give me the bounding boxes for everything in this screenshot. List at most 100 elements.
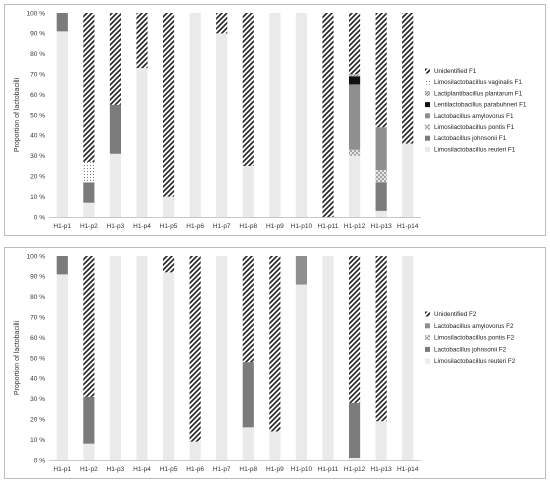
bar-segment-h1-p13-lactobacillus-amylovorus-f1 [375,127,387,171]
x-tick-label: H1-p12 [344,466,366,473]
bar-segment-h1-p6-limosilactobacillus-reuteri-f2 [189,441,201,460]
x-tick-label: H1-p7 [213,223,231,230]
bar-segment-h1-p10-lactobacillus-amylovorus-f2 [295,256,308,285]
bar-segment-h1-p12-limosilactobacillus-reuteri-f2 [348,457,361,460]
y-tick-label: 90 % [30,274,45,281]
bar-segment-h1-p6-limosilactobacillus-reuteri-f1 [189,13,201,217]
bar-segment-h1-p13-lactobacillus-johnsonii-f1 [375,182,387,211]
bar-segment-h1-p7-limosilactobacillus-reuteri-f1 [216,33,228,218]
bar-segment-h1-p3-unidentified-f1 [109,13,122,105]
bar-segment-h1-p12-lactobacillus-johnsonii-f2 [348,402,361,458]
x-tick-label: H1-p8 [239,223,257,230]
bar-segment-h1-p3-limosilactobacillus-reuteri-f2 [109,256,122,460]
x-tick-label: H1-p1 [53,466,71,473]
bar-segment-h1-p8-limosilactobacillus-reuteri-f1 [242,166,254,217]
stacked-bar-chart-f2: 0 % 10 % 20 % 30 % 40 % 50 % 60 % 70 % 80 % 90 % 1… [14,253,516,473]
x-tick-label: H1-p13 [370,466,392,473]
x-tick-label: H1-p11 [318,223,339,230]
legend-swatch [425,79,430,85]
x-tick-label: H1-p12 [344,223,366,230]
y-tick-label: 40 % [30,133,45,140]
bar-segment-h1-p13-limosilactobacillus-reuteri-f2 [375,421,387,460]
bar-segment-h1-p13-limosilactobacillus-reuteri-f1 [375,210,387,217]
x-tick-label: H1-p5 [160,223,178,230]
bar-segment-h1-p5-limosilactobacillus-reuteri-f1 [162,196,175,217]
x-tick-label: H1-p8 [239,466,257,473]
y-tick-label: 70 % [30,315,45,322]
y-tick-label: 80 % [30,294,45,301]
legend-swatch [425,113,430,119]
legend-swatch [425,346,430,352]
legend-label: Lentilactobacillus parabuhneri F1 [434,102,527,109]
legend-swatch [425,102,430,108]
y-tick-label: 20 % [30,417,45,424]
legend-swatch [425,146,430,152]
legend-label: Limosilactobacillus reuteri F2 [434,358,516,365]
bar-segment-h1-p8-limosilactobacillus-reuteri-f2 [242,427,254,460]
bar-segment-h1-p3-lactobacillus-johnsonii-f1 [109,104,122,154]
legend-label: Lactobacillus johnsonii F1 [434,135,507,142]
legend-label: Limosilactobacillus reuteri F1 [434,146,516,153]
legend-swatch [425,68,430,74]
legend-label: Lactobacillus amylovorus F1 [434,113,514,120]
bar-segment-h1-p5-unidentified-f2 [162,256,175,273]
bar-segment-h1-p7-unidentified-f1 [216,13,228,34]
bar-segment-h1-p4-unidentified-f1 [136,13,148,69]
legend-label: Unidentified F1 [434,68,477,75]
bar-segment-h1-p4-limosilactobacillus-reuteri-f2 [136,256,148,460]
y-tick-label: 30 % [30,396,45,403]
bar-segment-h1-p2-unidentified-f2 [83,256,95,397]
bar-segment-h1-p5-unidentified-f1 [162,13,175,197]
x-tick-label: H1-p2 [80,223,98,230]
x-tick-label: H1-p14 [397,466,419,473]
bar-segment-h1-p13-unidentified-f2 [375,256,387,422]
y-tick-label: 20 % [30,174,45,181]
y-tick-label: 10 % [30,437,45,444]
y-tick-label: 70 % [30,72,45,79]
bar-segment-h1-p5-limosilactobacillus-reuteri-f2 [162,272,175,460]
legend-label: Lactiplantibacillus plantarum F1 [434,90,523,97]
bar-segment-h1-p3-limosilactobacillus-reuteri-f1 [109,153,122,217]
y-tick-label: 50 % [30,355,45,362]
x-tick-label: H1-p6 [186,223,204,230]
legend-swatch [425,358,430,364]
x-tick-label: H1-p4 [133,223,151,230]
bar-segment-h1-p8-unidentified-f2 [242,256,254,363]
legend-label: Limosilactobacillus pontis F2 [434,335,515,342]
x-tick-label: H1-p13 [370,223,392,230]
bar-segment-h1-p2-lactobacillus-johnsonii-f2 [83,396,95,444]
chart-panel-bottom: 0 % 10 % 20 % 30 % 40 % 50 % 60 % 70 % 80 % 90 % 1… [4,247,546,479]
legend-label: Limosilactobacillus pontis F1 [434,124,515,131]
bar-segment-h1-p1-lactobacillus-johnsonii-f1 [56,13,68,32]
x-tick-label: H1-p9 [266,223,284,230]
y-axis-label: Proportion of lactobacilli [14,77,21,152]
bar-segment-h1-p14-limosilactobacillus-reuteri-f2 [402,256,414,460]
bar-segment-h1-p12-lactobacillus-amylovorus-f1 [348,84,361,150]
bar-segment-h1-p7-limosilactobacillus-reuteri-f2 [216,256,228,460]
bar-segment-h1-p4-limosilactobacillus-reuteri-f1 [136,68,148,217]
bar-segment-h1-p12-lactiplantibacillus-plantarum-f1 [348,74,361,77]
x-tick-label: H1-p5 [160,466,178,473]
y-tick-label: 60 % [30,335,45,342]
legend-swatch [425,124,430,130]
legend-swatch [425,323,430,329]
bar-segment-h1-p12-limosilactobacillus-pontis-f1 [348,149,361,156]
bar-segment-h1-p6-unidentified-f2 [189,256,201,442]
y-tick-label: 60 % [30,92,45,99]
y-tick-label: 10 % [30,194,45,201]
y-tick-label: 0 % [34,457,45,464]
legend-swatch [425,335,430,341]
x-tick-label: H1-p10 [291,223,313,230]
x-tick-label: H1-p1 [53,223,71,230]
bar-segment-h1-p2-unidentified-f1 [83,13,95,162]
legend-swatch [425,135,430,141]
bar-segment-h1-p10-limosilactobacillus-reuteri-f2 [295,284,308,460]
bar-segment-h1-p2-limosilactobacillus-reuteri-f1 [83,202,95,217]
bar-segment-h1-p8-lactobacillus-johnsonii-f2 [242,362,254,428]
x-tick-label: H1-p14 [397,223,419,230]
legend-label: Lactobacillus johnsonii F2 [434,346,507,353]
bar-segment-h1-p12-unidentified-f1 [348,13,361,75]
bar-segment-h1-p1-limosilactobacillus-reuteri-f2 [56,274,68,460]
x-tick-label: H1-p2 [80,466,98,473]
chart-panel-top: 0 % 10 % 20 % 30 % 40 % 50 % 60 % 70 % 80 % 90 % 1… [4,4,546,236]
